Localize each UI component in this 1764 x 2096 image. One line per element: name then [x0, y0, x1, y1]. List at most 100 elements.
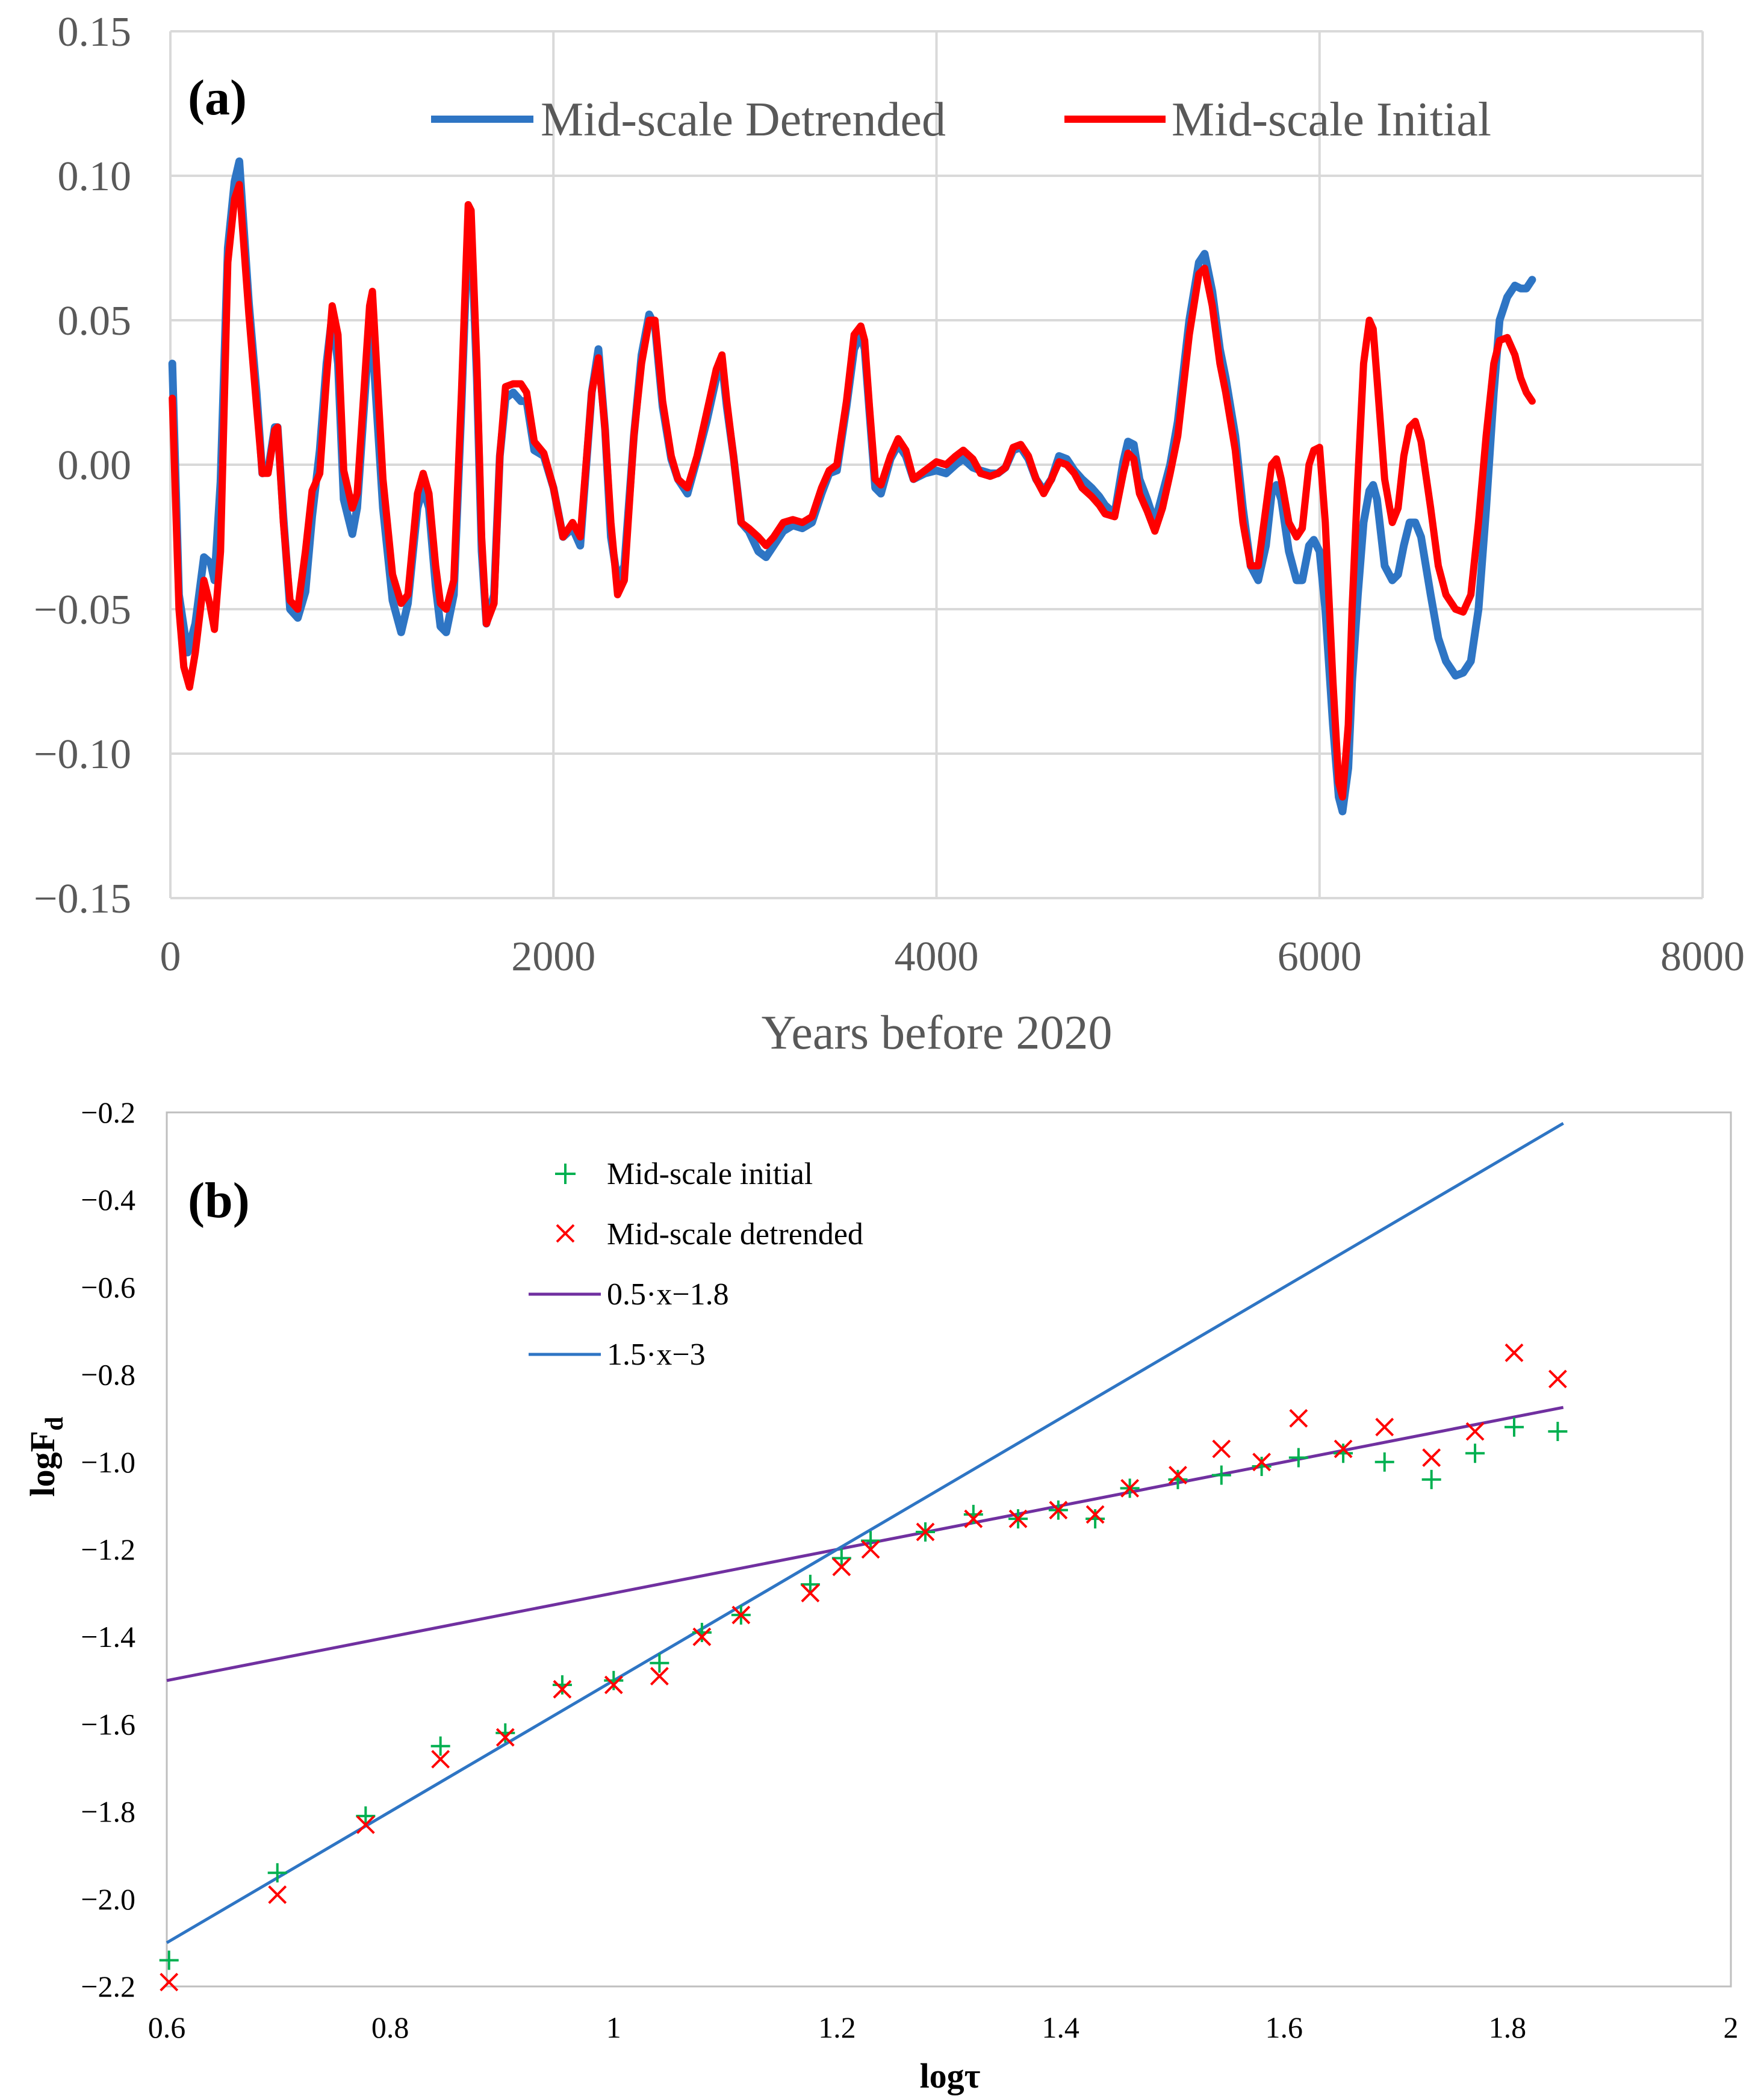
- chart-b-x-tick-label: 0.6: [148, 2011, 186, 2044]
- chart-b-point-detrended: [964, 1509, 983, 1528]
- chart-b-y-axis-title: logFd: [23, 1417, 69, 1497]
- chart-b-point-detrended: [160, 1973, 179, 1992]
- chart-b-point-initial: [1288, 1448, 1308, 1468]
- chart-a-y-tick-label: −0.15: [34, 876, 131, 922]
- chart-b-point-initial: [1211, 1465, 1231, 1485]
- chart-b-point-initial: [159, 1950, 179, 1970]
- chart-b-point-initial: [1465, 1443, 1485, 1463]
- chart-b-y-tick-label: −0.4: [81, 1183, 135, 1217]
- chart-a-legend: Mid-scale Detrended Mid-scale Initial: [431, 93, 1491, 146]
- chart-b-point-detrended: [1049, 1501, 1068, 1520]
- chart-b-y-axis-title-main: logF: [23, 1431, 62, 1497]
- chart-b-point-initial: [430, 1736, 450, 1756]
- chart-b-y-tick-label: −1.4: [81, 1620, 135, 1654]
- chart-b-y-tick-label: −2.2: [81, 1970, 135, 2003]
- chart-b-point-initial: [1085, 1509, 1105, 1529]
- legend-b-label-fit-15: 1.5·x−3: [607, 1338, 706, 1372]
- chart-b-x-tick-label: 1.6: [1265, 2011, 1303, 2044]
- chart-b-x-axis-title: logτ: [920, 2056, 981, 2095]
- chart-b-point-detrended: [1422, 1448, 1441, 1467]
- chart-b-point-detrended: [861, 1540, 880, 1559]
- chart-b-point-initial: [604, 1670, 624, 1690]
- legend-a-label-initial: Mid-scale Initial: [1172, 93, 1491, 146]
- chart-b-point-detrended: [1548, 1369, 1567, 1389]
- chart-a: 0.15 0.10 0.05 0.00 −0.05 −0.10 −0.15 0 2000 400…: [34, 9, 1745, 1059]
- chart-b-point-detrended: [356, 1815, 375, 1834]
- chart-a-y-tick-labels: 0.15 0.10 0.05 0.00 −0.05 −0.10 −0.15: [34, 9, 131, 922]
- chart-b-x-tick-label: 1.8: [1489, 2011, 1527, 2044]
- chart-b-point-initial: [692, 1622, 712, 1642]
- chart-b-panel-label: (b): [188, 1173, 250, 1229]
- chart-a-x-tick-labels: 0 2000 4000 6000 8000: [160, 934, 1745, 980]
- chart-b-point-detrended: [650, 1667, 669, 1685]
- chart-b: −0.2 −0.4 −0.6 −0.8 −1.0 −1.2 −1.4 −1.6 −1.8 −2.0…: [23, 1096, 1739, 2095]
- chart-b-y-tick-label: −0.6: [81, 1270, 135, 1304]
- chart-b-point-detrended: [604, 1675, 623, 1694]
- chart-b-legend: Mid-scale initial Mid-scale detrended 0.…: [529, 1157, 863, 1372]
- chart-a-y-tick-label: 0.15: [58, 9, 132, 55]
- chart-b-point-detrended: [1085, 1505, 1105, 1524]
- chart-b-x-tick-labels: 0.6 0.8 1 1.2 1.4 1.6 1.8 2: [148, 2011, 1739, 2044]
- chart-b-y-tick-label: −1.6: [81, 1707, 135, 1741]
- chart-b-point-initial: [495, 1723, 515, 1743]
- chart-b-y-tick-label: −2.0: [81, 1882, 135, 1916]
- chart-a-y-tick-label: 0.10: [58, 153, 132, 200]
- chart-b-point-initial: [800, 1575, 820, 1595]
- chart-a-series-detrended-line: [168, 157, 1536, 816]
- chart-b-point-initial: [1504, 1417, 1524, 1437]
- chart-b-x-tick-label: 1.2: [818, 2011, 856, 2044]
- chart-a-x-tick-label: 6000: [1278, 934, 1362, 980]
- chart-b-y-tick-labels: −0.2 −0.4 −0.6 −0.8 −1.0 −1.2 −1.4 −1.6 −1.8 −2.0…: [81, 1096, 135, 2003]
- legend-b-marker-detrended: [556, 1224, 575, 1243]
- chart-a-panel-label: (a): [188, 70, 247, 126]
- legend-b-marker-initial: [555, 1164, 576, 1184]
- chart-a-x-tick-label: 4000: [895, 934, 979, 980]
- chart-a-y-tick-label: −0.05: [34, 587, 131, 633]
- chart-a-y-tick-label: 0.05: [58, 298, 132, 344]
- chart-a-y-tick-label: −0.10: [34, 731, 131, 778]
- chart-b-y-tick-label: −1.0: [81, 1445, 135, 1479]
- chart-a-x-tick-label: 0: [160, 934, 181, 980]
- chart-b-x-tick-label: 1.4: [1042, 2011, 1079, 2044]
- legend-b-label-detrended: Mid-scale detrended: [607, 1217, 863, 1251]
- chart-a-x-tick-label: 8000: [1660, 934, 1745, 980]
- chart-a-x-axis-title: Years before 2020: [762, 1006, 1113, 1059]
- chart-b-point-detrended: [832, 1557, 851, 1577]
- chart-b-point-initial: [650, 1653, 669, 1673]
- chart-b-x-tick-label: 1: [606, 2011, 621, 2044]
- chart-b-point-detrended: [1169, 1466, 1187, 1484]
- chart-a-gridlines: [170, 30, 1704, 898]
- chart-b-x-tick-label: 2: [1724, 2011, 1739, 2044]
- chart-b-point-detrended: [1375, 1418, 1394, 1437]
- chart-b-point-detrended: [1289, 1409, 1308, 1428]
- chart-a-series-lines: [168, 157, 1536, 816]
- chart-a-x-tick-label: 2000: [511, 934, 595, 980]
- legend-b-label-fit-05: 0.5·x−1.8: [607, 1277, 729, 1312]
- chart-b-point-initial: [1252, 1457, 1272, 1477]
- chart-a-y-tick-label: 0.00: [58, 442, 132, 489]
- chart-b-point-initial: [267, 1863, 287, 1883]
- chart-b-y-tick-label: −0.2: [81, 1096, 135, 1129]
- chart-b-fit-lines: [166, 1121, 1564, 1944]
- chart-b-point-initial: [552, 1675, 572, 1695]
- chart-b-point-initial: [1421, 1469, 1441, 1489]
- chart-b-point-detrended: [268, 1885, 287, 1904]
- chart-b-y-tick-label: −1.8: [81, 1795, 135, 1829]
- chart-b-point-initial: [1168, 1469, 1188, 1489]
- chart-b-point-detrended: [553, 1679, 572, 1699]
- chart-b-x-tick-label: 0.8: [371, 2011, 409, 2044]
- chart-b-point-detrended: [431, 1750, 450, 1769]
- chart-b-point-detrended: [692, 1627, 712, 1646]
- chart-b-point-detrended: [1212, 1439, 1231, 1459]
- chart-b-point-detrended: [495, 1728, 515, 1747]
- chart-b-y-tick-label: −1.2: [81, 1533, 135, 1566]
- chart-b-point-detrended: [1505, 1343, 1524, 1362]
- chart-b-point-initial: [1334, 1443, 1353, 1463]
- chart-b-data-points: [159, 1343, 1568, 1992]
- chart-b-point-initial: [356, 1806, 376, 1826]
- chart-b-point-initial: [831, 1548, 851, 1568]
- chart-b-y-tick-label: −0.8: [81, 1358, 135, 1392]
- chart-b-point-initial: [1374, 1452, 1394, 1472]
- chart-b-point-detrended: [731, 1605, 751, 1625]
